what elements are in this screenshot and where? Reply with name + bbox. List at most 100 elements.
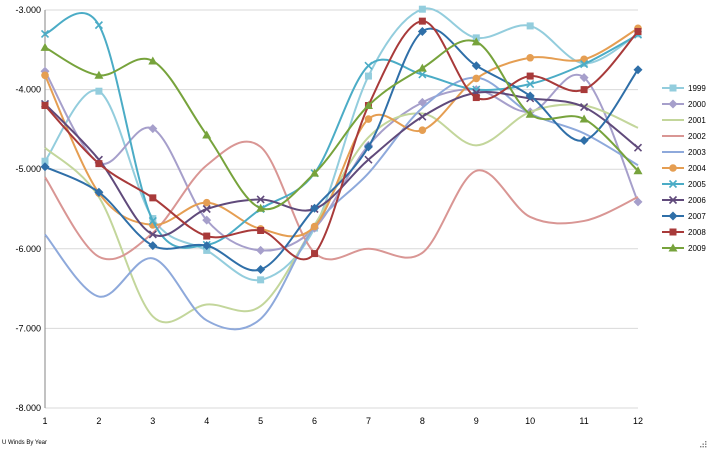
- data-point-marker: [95, 160, 103, 168]
- legend-entry: 2008: [662, 228, 706, 237]
- y-tick-label: -4.000: [15, 85, 41, 95]
- legend-label: 1999: [688, 84, 706, 93]
- data-point-marker: [525, 109, 535, 118]
- data-point-marker: [526, 72, 534, 80]
- data-point-marker: [203, 232, 211, 240]
- data-point-marker: [634, 27, 642, 35]
- data-point-marker: [40, 29, 50, 38]
- data-point-marker: [418, 5, 426, 13]
- data-point-marker: [202, 198, 211, 207]
- resize-grip-icon[interactable]: [698, 440, 707, 449]
- x-tick-label: 2: [96, 416, 101, 426]
- gridlines: [45, 9, 638, 409]
- data-point-marker: [40, 162, 50, 172]
- series-2005: [40, 12, 643, 249]
- data-point-marker: [364, 72, 372, 80]
- data-point-marker: [257, 276, 265, 284]
- data-point-marker: [471, 61, 481, 71]
- legend-marker: [668, 211, 678, 221]
- data-point-marker: [94, 187, 104, 197]
- x-tick-label: 12: [633, 416, 643, 426]
- legend-label: 2002: [688, 132, 706, 141]
- legend-marker: [669, 164, 677, 172]
- data-point-marker: [202, 130, 212, 139]
- data-point-marker: [149, 194, 157, 202]
- legend-marker: [668, 99, 678, 109]
- data-point-marker: [526, 22, 534, 30]
- x-tick-label: 10: [525, 416, 535, 426]
- data-point-marker: [364, 115, 373, 123]
- data-point-marker: [580, 103, 589, 112]
- data-point-marker: [41, 71, 49, 80]
- data-point-marker: [633, 197, 643, 207]
- data-point-marker: [580, 60, 589, 69]
- data-point-marker: [417, 26, 427, 36]
- data-point-marker: [418, 70, 427, 79]
- y-tick-label: -8.000: [15, 403, 41, 413]
- data-point-marker: [418, 126, 427, 134]
- chart-footer-label: U Winds By Year: [2, 440, 48, 446]
- data-point-marker: [472, 74, 481, 83]
- series-line: [44, 27, 639, 238]
- x-tick-label: 6: [312, 416, 317, 426]
- data-point-marker: [311, 250, 319, 258]
- legend-entry: 2003: [662, 148, 706, 157]
- data-point-marker: [148, 124, 158, 134]
- data-point-marker: [94, 70, 104, 79]
- legend: 1999 2000 2001 2002 2003 2004 2005 2006 2007 2008…: [662, 84, 706, 253]
- legend-entry: 2006: [662, 195, 706, 205]
- series-line: [44, 140, 639, 261]
- y-tick-label: -7.000: [15, 323, 41, 333]
- x-tick-label: 4: [204, 416, 209, 426]
- legend-label: 2005: [688, 180, 706, 189]
- data-point-marker: [471, 37, 481, 46]
- data-point-marker: [579, 136, 589, 146]
- legend-marker: [668, 179, 678, 189]
- data-point-marker: [417, 63, 427, 72]
- data-point-marker: [310, 168, 320, 177]
- series-2004: [41, 24, 642, 238]
- legend-marker: [669, 228, 677, 236]
- legend-entry: 1999: [662, 84, 706, 93]
- data-point-marker: [256, 203, 266, 212]
- series-line: [44, 7, 639, 282]
- x-tick-label: 1: [42, 416, 47, 426]
- series-lines: [40, 5, 643, 331]
- legend-label: 2000: [688, 100, 706, 109]
- data-point-marker: [256, 245, 266, 255]
- legend-entry: 2000: [662, 99, 706, 109]
- legend-label: 2006: [688, 196, 706, 205]
- data-point-marker: [202, 204, 211, 214]
- legend-label: 2004: [688, 164, 706, 173]
- data-point-marker: [364, 155, 373, 164]
- data-point-marker: [526, 79, 535, 89]
- data-point-marker: [472, 94, 480, 102]
- data-point-marker: [633, 143, 643, 152]
- data-point-marker: [149, 215, 157, 223]
- legend-label: 2009: [688, 244, 706, 253]
- y-tick-label: -3.000: [15, 5, 41, 15]
- data-point-marker: [41, 157, 49, 165]
- series-2002: [44, 140, 639, 261]
- data-point-marker: [202, 215, 212, 225]
- legend-entry: 2004: [662, 164, 706, 173]
- data-point-marker: [580, 86, 588, 94]
- data-point-marker: [40, 42, 50, 51]
- data-point-marker: [94, 21, 103, 30]
- legend-marker: [669, 84, 677, 92]
- y-tick-label: -6.000: [15, 244, 41, 254]
- series-line: [44, 27, 639, 272]
- y-tick-label: -5.000: [15, 164, 41, 174]
- data-point-marker: [203, 246, 211, 254]
- series-line: [44, 91, 639, 237]
- x-tick-label: 7: [366, 416, 371, 426]
- data-point-marker: [417, 97, 427, 107]
- data-point-marker: [363, 101, 373, 110]
- data-point-marker: [256, 195, 265, 204]
- data-point-marker: [633, 166, 643, 175]
- data-point-marker: [525, 91, 535, 101]
- legend-entry: 2009: [662, 243, 706, 253]
- data-point-marker: [148, 241, 158, 251]
- x-tick-label: 9: [474, 416, 479, 426]
